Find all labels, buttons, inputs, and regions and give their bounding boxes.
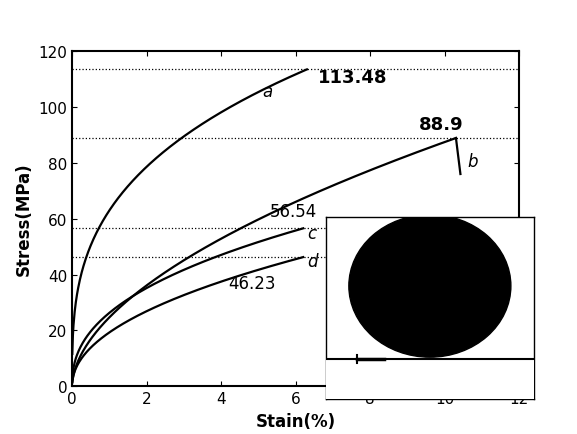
Text: b: b — [467, 152, 478, 170]
Text: a: a — [262, 82, 272, 101]
X-axis label: Stain(%): Stain(%) — [256, 411, 336, 430]
Text: 113.48: 113.48 — [318, 69, 388, 87]
Ellipse shape — [349, 215, 511, 357]
Text: 56.54: 56.54 — [269, 202, 317, 220]
Text: 88.9: 88.9 — [419, 116, 463, 134]
Y-axis label: Stress(MPa): Stress(MPa) — [15, 162, 33, 276]
Bar — [326, 359, 534, 399]
Text: c: c — [307, 225, 316, 243]
Text: 46.23: 46.23 — [228, 275, 276, 293]
Text: d: d — [307, 253, 317, 270]
